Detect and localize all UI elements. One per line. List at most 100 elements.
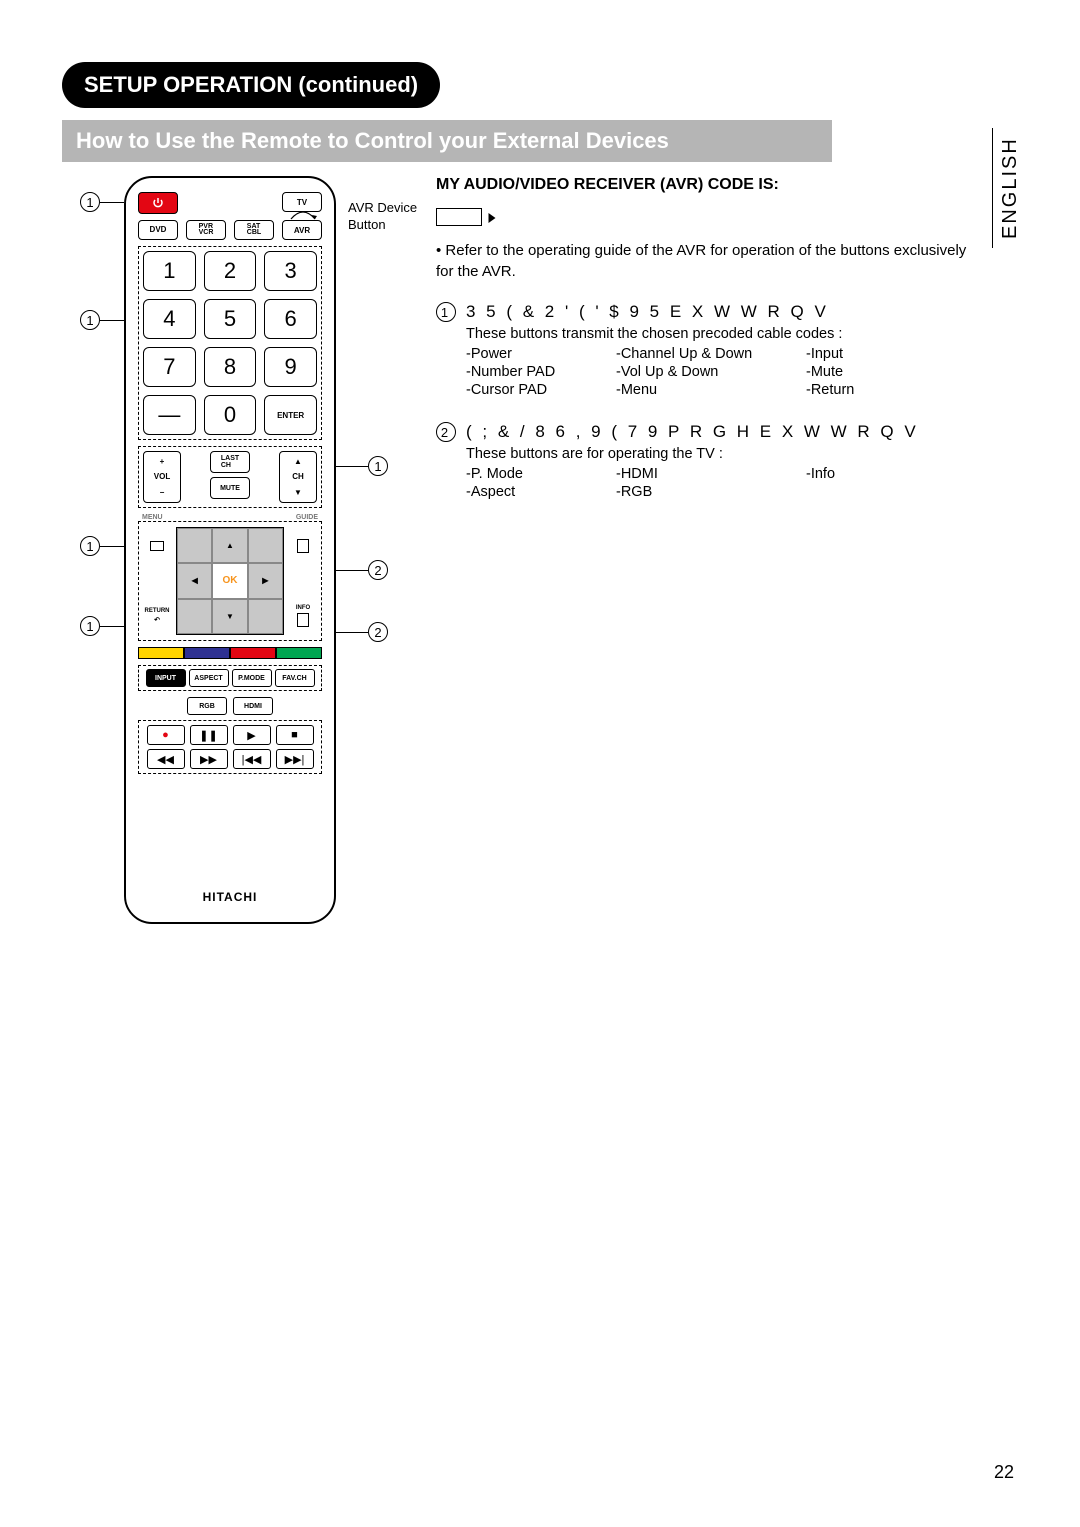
section-title-pill: SETUP OPERATION (continued) [62, 62, 440, 108]
callout-1b: 1 [80, 310, 124, 330]
num-6[interactable]: 6 [264, 299, 317, 339]
prev-button[interactable]: |◀◀ [233, 749, 271, 769]
rgb-button[interactable]: RGB [187, 697, 227, 715]
plus-icon: + [160, 457, 165, 466]
avr-device-label-line1: AVR Device [348, 200, 417, 217]
list-item: -Channel Up & Down [616, 346, 806, 362]
callout-2b: 2 [336, 622, 388, 642]
nav-left[interactable]: ◀ [177, 563, 212, 598]
favch-button[interactable]: FAV.CH [275, 669, 315, 687]
power-button[interactable] [138, 192, 178, 214]
list-item: -HDMI [616, 466, 806, 482]
avr-note: • Refer to the operating guide of the AV… [436, 240, 976, 282]
green-button[interactable] [276, 647, 322, 659]
num-dash[interactable]: — [143, 395, 196, 435]
down-triangle-icon: ▼ [294, 488, 302, 497]
num-7[interactable]: 7 [143, 347, 196, 387]
cursor-pad-group: RETURN ↶ INFO ▲ ◀ OK ▶ ▼ [138, 521, 322, 641]
num-3[interactable]: 3 [264, 251, 317, 291]
ok-pad: RETURN ↶ INFO ▲ ◀ OK ▶ ▼ [139, 526, 321, 636]
next-button[interactable]: ▶▶| [276, 749, 314, 769]
mute-button[interactable]: MUTE [210, 477, 250, 499]
num-0[interactable]: 0 [204, 395, 257, 435]
pause-button[interactable]: ❚❚ [190, 725, 228, 745]
list-item: -Info [806, 466, 926, 482]
pmode-button[interactable]: P.MODE [232, 669, 272, 687]
aspect-button[interactable]: ASPECT [189, 669, 229, 687]
page-number: 22 [994, 1462, 1014, 1483]
rew-button[interactable]: ◀◀ [147, 749, 185, 769]
enter-button[interactable]: ENTER [264, 395, 317, 435]
callout-2a: 2 [336, 560, 388, 580]
sat-cbl-button[interactable]: SAT CBL [234, 220, 274, 240]
num-5[interactable]: 5 [204, 299, 257, 339]
item-1-number: 1 [436, 302, 456, 322]
item-2-list: -P. Mode -HDMI -Info -Aspect -RGB [466, 466, 976, 500]
ok-grid: ▲ ◀ OK ▶ ▼ [176, 527, 284, 635]
return-button[interactable]: RETURN ↶ [141, 600, 173, 632]
callout-number: 2 [368, 560, 388, 580]
nav-right[interactable]: ▶ [248, 563, 283, 598]
playback-group: ● ❚❚ ▶ ■ ◀◀ ▶▶ |◀◀ ▶▶| [138, 720, 322, 774]
remote-body: TV DVD PVR VCR SAT CBL AVR 1 2 3 4 5 6 7… [124, 176, 336, 924]
vol-ch-group: + VOL − LAST CH MUTE ▲ CH ▼ [138, 446, 322, 508]
ok-button[interactable]: OK [212, 563, 247, 598]
return-icon: ↶ [154, 616, 160, 624]
last-ch-button[interactable]: LAST CH [210, 451, 250, 473]
dvd-button[interactable]: DVD [138, 220, 178, 240]
return-label: RETURN [145, 608, 170, 614]
vol-rocker[interactable]: + VOL − [143, 451, 181, 503]
yellow-button[interactable] [138, 647, 184, 659]
info-button[interactable]: INFO [287, 600, 319, 632]
remote-diagram: TV DVD PVR VCR SAT CBL AVR 1 2 3 4 5 6 7… [124, 176, 336, 924]
minus-icon: − [160, 488, 165, 497]
callout-1a: 1 [80, 192, 124, 212]
section-banner: How to Use the Remote to Control your Ex… [62, 120, 832, 162]
avr-button[interactable]: AVR [282, 220, 322, 240]
item-2-title: ( ; & / 8 6 , 9 ( 7 9 P R G H E X W W R … [466, 422, 919, 442]
callout-number: 1 [80, 192, 100, 212]
callout-1e: 1 [336, 456, 388, 476]
up-triangle-icon: ▲ [294, 457, 302, 466]
list-item: -RGB [616, 484, 806, 500]
pvr-vcr-button[interactable]: PVR VCR [186, 220, 226, 240]
number-pad-group: 1 2 3 4 5 6 7 8 9 — 0 ENTER [138, 246, 322, 440]
ch-rocker[interactable]: ▲ CH ▼ [279, 451, 317, 503]
guide-icon [297, 539, 309, 553]
blue-button[interactable] [184, 647, 230, 659]
brand-label: HITACHI [126, 890, 334, 904]
nav-down[interactable]: ▼ [212, 599, 247, 634]
num-4[interactable]: 4 [143, 299, 196, 339]
num-8[interactable]: 8 [204, 347, 257, 387]
code-entry-box[interactable] [436, 208, 482, 226]
callout-number: 1 [80, 310, 100, 330]
list-item [806, 484, 926, 500]
callout-number: 1 [80, 616, 100, 636]
input-button[interactable]: INPUT [146, 669, 186, 687]
num-9[interactable]: 9 [264, 347, 317, 387]
ff-button[interactable]: ▶▶ [190, 749, 228, 769]
play-button[interactable]: ▶ [233, 725, 271, 745]
num-2[interactable]: 2 [204, 251, 257, 291]
list-item: -Menu [616, 382, 806, 398]
info-icon [297, 613, 309, 627]
guide-button[interactable] [287, 530, 319, 562]
list-item: -Number PAD [466, 364, 616, 380]
red-button[interactable] [230, 647, 276, 659]
list-item: -Aspect [466, 484, 616, 500]
language-tab: ENGLISH [992, 128, 1022, 248]
nav-up[interactable]: ▲ [212, 528, 247, 563]
info-label: INFO [296, 605, 310, 611]
power-icon [152, 197, 164, 209]
avr-device-callout: AVR Device Button [348, 200, 417, 234]
callout-number: 1 [368, 456, 388, 476]
num-1[interactable]: 1 [143, 251, 196, 291]
stop-button[interactable]: ■ [276, 725, 314, 745]
record-button[interactable]: ● [147, 725, 185, 745]
item-2-number: 2 [436, 422, 456, 442]
hdmi-button[interactable]: HDMI [233, 697, 273, 715]
avr-arrow-icon [289, 209, 317, 221]
menu-button[interactable] [141, 530, 173, 562]
callout-number: 1 [80, 536, 100, 556]
list-item: -Return [806, 382, 926, 398]
